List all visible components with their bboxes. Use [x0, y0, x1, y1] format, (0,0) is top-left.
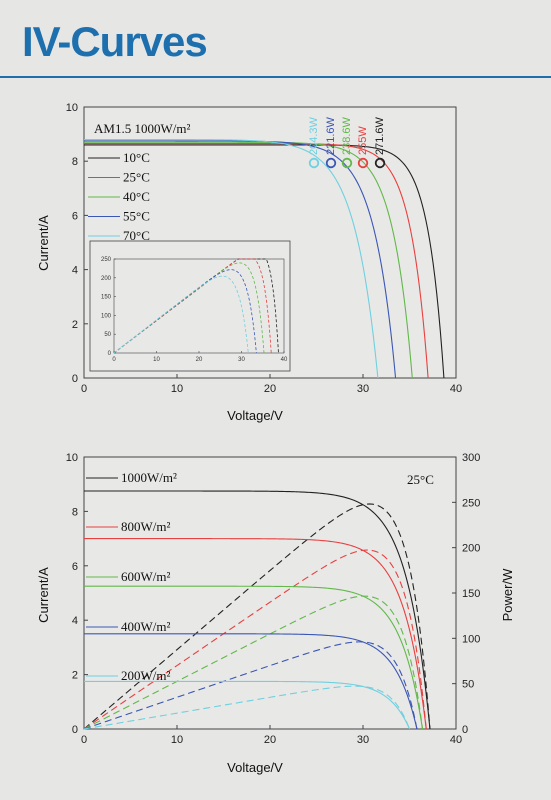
chart-2-y-tick-label-6: 6 — [72, 561, 78, 573]
chart-2-legend: 1000W/m² 800W/m² 600W/m² 400W/m² 200W/m² — [86, 470, 177, 683]
chart-2-legend-label-4: 200W/m² — [121, 668, 170, 683]
chart-2-y-axis-label: Current/A — [36, 567, 51, 623]
chart-1-legend: 10°C 25°C 40°C 55°C 70°C — [88, 150, 150, 243]
chart-1-y-axis-label: Current/A — [36, 215, 51, 271]
chart-2-legend-label-2: 600W/m² — [121, 569, 170, 584]
chart-1-inset-x-tick-label-0: 0 — [112, 357, 116, 363]
chart-1-x-axis-label: Voltage/V — [227, 408, 283, 423]
chart-1-legend-label-2: 40°C — [123, 189, 150, 204]
chart-2-current-line-0 — [84, 490, 431, 730]
chart-1-legend-label-1: 25°C — [123, 170, 150, 185]
chart-2-power-line-2 — [83, 595, 424, 730]
chart-1-legend-label-0: 10°C — [123, 150, 150, 165]
chart-2-y-tick-label-0: 0 — [72, 724, 78, 736]
chart-1-y-tick-label-8: 8 — [72, 156, 78, 168]
chart-1-inset-y-tick-label-0: 0 — [108, 351, 112, 357]
chart-2-power-line-3 — [83, 641, 418, 730]
chart-1-y-tick-label-2: 2 — [72, 319, 78, 331]
chart-1-inset-y-tick-label-100: 100 — [101, 313, 112, 319]
chart-1-inset: 0 10 20 30 40 0 50 100 150 200 250 — [89, 240, 291, 372]
chart-2-power-line-1 — [83, 549, 427, 730]
chart-1-pmax-label-2: 238.6W — [341, 116, 353, 155]
chart-2-x-tick-label-20: 20 — [264, 734, 276, 746]
chart-1-inset-y-tick-label-150: 150 — [101, 295, 112, 301]
chart-2-y2-tick-label-300: 300 — [462, 452, 480, 464]
chart-2-legend-label-1: 800W/m² — [121, 519, 170, 534]
chart-2-x-tick-label-30: 30 — [357, 734, 369, 746]
chart-2-x-tick-label-40: 40 — [450, 734, 462, 746]
chart-1-pmax-circle-2 — [341, 157, 353, 169]
chart-1-y-tick-label-4: 4 — [72, 265, 78, 277]
chart-1-pmax-label-0: 271.6W — [374, 116, 386, 155]
chart-1-x-tick-label-30: 30 — [357, 383, 369, 395]
chart-1-pmax-label-1: 255W — [357, 126, 369, 155]
chart-1-inset-y-tick-label-200: 200 — [101, 276, 112, 282]
title-rule — [0, 76, 551, 78]
chart-1-y-tick-label-6: 6 — [72, 210, 78, 222]
chart-1-x-tick-label-10: 10 — [171, 383, 183, 395]
chart-1-x-tick-label-0: 0 — [81, 383, 87, 395]
chart-2-x-axis-label: Voltage/V — [227, 760, 283, 775]
chart-2-y-tick-label-4: 4 — [72, 615, 78, 627]
chart-1-inset-y-tick-label-250: 250 — [101, 257, 112, 263]
chart-2-y-tick-label-8: 8 — [72, 506, 78, 518]
chart-1-axes: 0 10 20 30 40 0 2 4 6 8 10 — [66, 102, 462, 395]
chart-2-curves — [83, 490, 431, 730]
chart-1-x-tick-label-40: 40 — [450, 383, 462, 395]
chart-2-current-line-1 — [84, 538, 427, 730]
chart-1-condition-label: AM1.5 1000W/m² — [94, 121, 190, 136]
chart-1: 0 10 20 30 40 0 2 4 6 8 10 AM1.5 1000W/m² 10°C 25°C… — [36, 102, 462, 423]
chart-2-y2-tick-label-0: 0 — [462, 724, 468, 736]
chart-1-inset-power-line-4 — [113, 275, 249, 354]
chart-2-legend-label-3: 400W/m² — [121, 619, 170, 634]
chart-2-current-line-4 — [84, 680, 411, 730]
chart-1-y-tick-label-10: 10 — [66, 102, 78, 114]
chart-2-y2-tick-label-50: 50 — [462, 679, 474, 691]
chart-1-pmax-circle-0 — [374, 157, 386, 169]
chart-1-pmax-circle-3 — [325, 157, 337, 169]
chart-1-series-line-4 — [84, 138, 379, 379]
chart-1-series-line-2 — [84, 141, 413, 379]
chart-2-legend-label-0: 1000W/m² — [121, 470, 177, 485]
chart-1-inset-y-tick-label-50: 50 — [104, 332, 111, 338]
chart-2-y2-tick-label-200: 200 — [462, 543, 480, 555]
chart-2-y-tick-label-10: 10 — [66, 452, 78, 464]
chart-2-current-line-2 — [84, 585, 424, 730]
chart-1-inset-frame — [89, 240, 291, 372]
chart-1-inset-x-tick-label-10: 10 — [153, 357, 160, 363]
chart-1-inset-x-tick-label-40: 40 — [281, 357, 288, 363]
chart-1-inset-power-line-1 — [113, 258, 272, 354]
chart-1-pmax-circle-4 — [308, 157, 320, 169]
chart-1-inset-x-tick-label-20: 20 — [196, 357, 203, 363]
chart-1-pmax-label-4: 204.3W — [308, 116, 320, 155]
chart-2-x-tick-label-0: 0 — [81, 734, 87, 746]
chart-2-x-tick-label-10: 10 — [171, 734, 183, 746]
chart-1-inset-x-tick-label-30: 30 — [238, 357, 245, 363]
chart-1-pmax-circle-1 — [357, 157, 369, 169]
chart-2-y-tick-label-2: 2 — [72, 670, 78, 682]
chart-1-inset-plot: 0 10 20 30 40 0 50 100 150 200 250 — [101, 257, 288, 363]
chart-1-series-line-1 — [84, 143, 429, 379]
chart-2-y2-tick-label-150: 150 — [462, 588, 480, 600]
page-title: IV-Curves — [22, 18, 208, 65]
chart-1-series-line-3 — [84, 140, 397, 379]
chart-1-pmax-markers: 271.6W 255W 238.6W 221.6W 204.3W — [308, 116, 386, 169]
chart-1-legend-label-3: 55°C — [123, 209, 150, 224]
chart-1-legend-label-4: 70°C — [123, 228, 150, 243]
chart-2-y2-axis-label: Power/W — [500, 568, 515, 621]
chart-1-x-tick-label-20: 20 — [264, 383, 276, 395]
chart-2-power-line-0 — [83, 503, 431, 730]
chart-2-y2-tick-label-250: 250 — [462, 497, 480, 509]
chart-1-y-tick-label-0: 0 — [72, 373, 78, 385]
chart-1-pmax-label-3: 221.6W — [325, 116, 337, 155]
chart-2-plot-frame — [83, 456, 457, 730]
chart-2-power-line-4 — [83, 685, 411, 730]
chart-2-y2-tick-label-100: 100 — [462, 633, 480, 645]
chart-1-curves — [84, 138, 445, 379]
chart-2-condition-label: 25°C — [407, 472, 434, 487]
chart-1-series-line-0 — [84, 144, 445, 379]
